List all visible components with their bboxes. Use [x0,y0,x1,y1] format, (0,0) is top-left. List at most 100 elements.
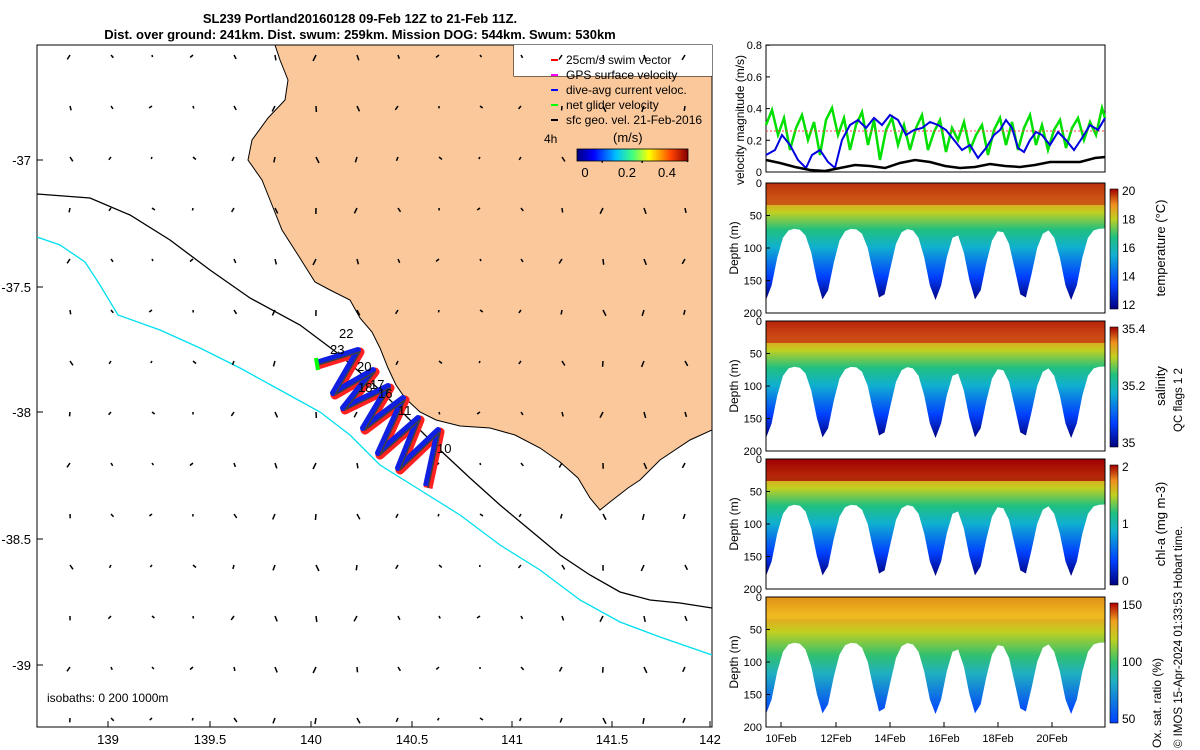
qc-flags-label: QC flags 1 2 [1173,368,1185,432]
chla-cbar-tick: 0 [1122,574,1129,588]
section-x-tick: 14Feb [874,733,905,745]
temperature-y-tick: 100 [744,243,762,255]
chla-y-tick: 150 [744,552,762,564]
salinity-y-tick: 0 [756,316,762,328]
temperature-y-tick: 50 [750,211,762,223]
ylabel-oxygen-cbar: Ox. sat. ratio (%) [1150,657,1164,748]
colorbar-tick-label: 0.4 [658,165,676,180]
map-x-tick-label: 142 [699,732,721,747]
chla-y-tick: 0 [756,454,762,466]
day-label: 18 [358,380,372,395]
day-label: 22 [339,326,353,341]
salinity-y-tick: 150 [744,414,762,426]
map-y-tick-label: -38 [12,405,31,420]
salinity-y-tick: 50 [750,349,762,361]
oxygen-cbar-tick: 150 [1122,598,1142,612]
chla-ylabel: Depth (m) [727,497,741,550]
salinity-y-tick: 100 [744,381,762,393]
velocity-panel: 0 0.2 0.4 0.6 0.8 [747,40,1107,179]
section-x-tick: 10Feb [765,733,796,745]
plot-title-line2: Dist. over ground: 241km. Dist. swum: 25… [104,27,616,42]
day-label: 17 [370,377,384,392]
chla-y-tick: 50 [750,487,762,499]
map-x-tick-label: 140 [300,732,322,747]
colorbar-tick-label: 0 [581,165,588,180]
map-x-tick-label: 139.5 [194,732,227,747]
temperature-cbar-tick: 16 [1122,241,1136,255]
temperature-cbar-tick: 14 [1122,270,1136,284]
oxygen-cbar-tick: 50 [1122,712,1136,726]
plot-title-line1: SL239 Portland20160128 09-Feb 12Z to 21-… [202,11,518,26]
section-x-tick: 12Feb [820,733,851,745]
salinity-cbar-tick: 35 [1122,436,1136,450]
day-label: 16 [378,386,392,401]
temperature-y-tick: 200 [744,308,762,320]
legend-item-label: net glider velocity [566,98,659,112]
chla-y-tick: 100 [744,519,762,531]
velocity-ylabel: velocity magnitude (m/s) [733,54,747,185]
velocity-y-tick: 0.6 [747,72,762,84]
oxygen-y-tick: 100 [744,657,762,669]
section-x-tick: 18Feb [982,733,1013,745]
day-label: 23 [330,342,344,357]
isobath-label: isobaths: 0 200 1000m [47,691,168,705]
legend-background [514,45,712,76]
chla-cbar-tick: 1 [1122,517,1129,531]
salinity-y-tick: 200 [744,446,762,458]
map-y-axis: -37 -37.5 -38 -38.5 -39 [1,153,43,673]
map-x-tick-label: 139 [97,732,119,747]
salinity-cbar-label: salinity [1153,366,1168,406]
map-x-axis: 139 139.5 140 140.5 141 141.5 142 [97,721,721,747]
temperature-panel: 0 50 100 150 200 Depth (m) 20 18 16 14 12 temperatu… [727,178,1168,320]
colorbar-unit: (m/s) [613,130,643,145]
section-x-tick: 20Feb [1036,733,1067,745]
temperature-cbar-label: temperature (°C) [1153,200,1168,297]
salinity-cbar-tick: 35.2 [1122,379,1146,393]
temperature-cbar-tick: 20 [1122,184,1136,198]
salinity-panel: 0 50 100 150 200 Depth (m) 35.4 35.2 35 salinity [727,316,1168,458]
colorbar-tick-label: 0.2 [618,165,636,180]
oxygen-ylabel: Depth (m) [727,635,741,688]
interval-label: 4h [544,132,557,146]
temperature-ylabel: Depth (m) [727,221,741,274]
credit-text: © IMOS 15-Apr-2024 01:33:53 Hobart time. [1173,526,1185,748]
velocity-line-green [764,103,1107,161]
legend-item-label: GPS surface velocity [566,68,677,82]
map-y-tick-label: -37.5 [1,280,31,295]
map-y-tick-label: -37 [12,153,31,168]
legend-item-label: sfc geo. vel. 21-Feb-2016 [566,113,702,127]
glider-track [314,347,445,489]
day-label: 20 [357,359,371,374]
day-label: 10 [437,441,451,456]
salinity-cbar-tick: 35.4 [1122,322,1146,336]
velocity-y-tick: 0.2 [747,135,762,147]
temperature-cbar-tick: 18 [1122,213,1136,227]
map-y-tick-label: -38.5 [1,532,31,547]
oxygen-cbar-tick: 100 [1122,655,1142,669]
chla-cbar-label: chl-a (mg m-3) [1153,482,1168,567]
oxygen-y-tick: 0 [756,592,762,604]
temperature-y-tick: 150 [744,276,762,288]
section-x-tick: 16Feb [928,733,959,745]
oxygen-y-tick: 50 [750,625,762,637]
salinity-ylabel: Depth (m) [727,359,741,412]
chla-cbar-tick: 2 [1122,460,1129,474]
map-x-tick-label: 141 [501,732,523,747]
velocity-y-tick: 0.8 [747,40,762,52]
legend-item-label: 25cm/s swim vector [566,53,671,67]
map-x-tick-label: 141.5 [596,732,629,747]
isobath-200m [37,193,712,609]
velocity-y-tick: 0 [756,167,762,179]
map-x-tick-label: 140.5 [396,732,429,747]
chla-y-tick: 200 [744,584,762,596]
temperature-cbar-tick: 12 [1122,298,1136,312]
oxygen-y-tick: 150 [744,690,762,702]
isobath-1000m [37,236,712,656]
velocity-line-blue [765,113,1106,170]
